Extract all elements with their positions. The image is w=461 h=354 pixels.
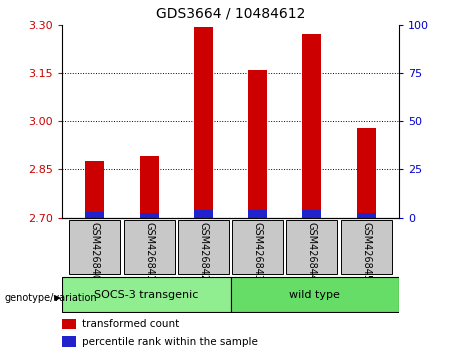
Bar (248, 210, 267, 218)
Text: GSM426842: GSM426842 (198, 222, 208, 281)
Bar (85, 212, 104, 218)
FancyBboxPatch shape (124, 220, 175, 274)
Text: GSM426843: GSM426843 (253, 222, 263, 281)
Bar (194, 27, 213, 218)
Bar (140, 213, 159, 218)
Text: SOCS-3 transgenic: SOCS-3 transgenic (94, 290, 199, 300)
Bar (302, 34, 321, 218)
FancyBboxPatch shape (232, 220, 283, 274)
Title: GDS3664 / 10484612: GDS3664 / 10484612 (156, 7, 305, 21)
Bar (248, 70, 267, 218)
Bar (140, 156, 159, 218)
Bar (302, 210, 321, 218)
Text: GSM426841: GSM426841 (144, 222, 154, 281)
Text: genotype/variation: genotype/variation (5, 293, 97, 303)
Text: GSM426840: GSM426840 (90, 222, 100, 281)
Bar (357, 213, 376, 218)
FancyBboxPatch shape (230, 277, 399, 312)
Text: percentile rank within the sample: percentile rank within the sample (82, 337, 258, 347)
Text: transformed count: transformed count (82, 319, 179, 329)
FancyBboxPatch shape (62, 277, 230, 312)
Bar (194, 210, 213, 218)
Text: wild type: wild type (289, 290, 340, 300)
FancyBboxPatch shape (341, 220, 392, 274)
FancyBboxPatch shape (69, 220, 120, 274)
Text: GSM426845: GSM426845 (361, 222, 371, 281)
FancyBboxPatch shape (286, 220, 337, 274)
Bar (85, 161, 104, 218)
FancyBboxPatch shape (178, 220, 229, 274)
Bar (62, 336, 76, 347)
Text: GSM426844: GSM426844 (307, 222, 317, 281)
Bar (62, 319, 76, 329)
Bar (357, 128, 376, 218)
